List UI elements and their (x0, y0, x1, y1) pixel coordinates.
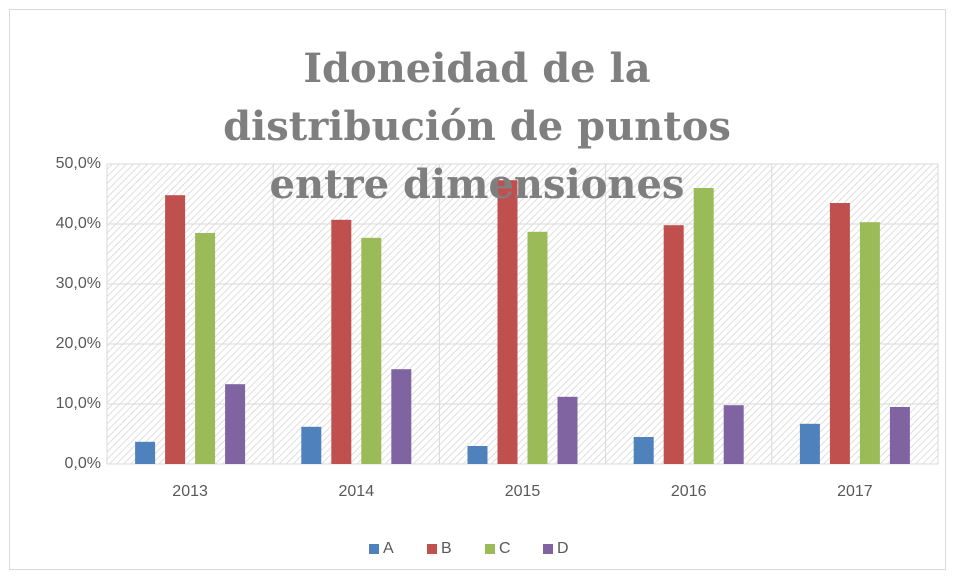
bar (331, 219, 352, 464)
y-tick-label: 30,0% (56, 275, 101, 292)
legend-label: D (557, 540, 569, 557)
bar (391, 369, 412, 464)
bar (663, 225, 684, 464)
legend-label: C (499, 540, 511, 557)
bar (527, 231, 548, 464)
legend-swatch (427, 544, 437, 554)
legend-label: A (383, 540, 394, 557)
bar (301, 426, 322, 464)
bar (195, 233, 216, 464)
bar (497, 180, 518, 464)
bar (693, 188, 714, 464)
x-tick-label: 2013 (172, 483, 208, 500)
legend-label: B (441, 540, 452, 557)
legend-swatch (369, 544, 379, 554)
y-tick-label: 10,0% (56, 395, 101, 412)
x-tick-label: 2017 (837, 483, 873, 500)
y-tick-label: 0,0% (65, 455, 101, 472)
chart-title: Idoneidad de la distribución de puntos e… (223, 45, 731, 208)
bar (361, 237, 382, 464)
bar (633, 437, 654, 464)
bar (225, 384, 246, 464)
legend-swatch (543, 544, 553, 554)
bar (723, 405, 744, 464)
plot-area (107, 164, 938, 464)
y-tick-label: 20,0% (56, 335, 101, 352)
x-tick-label: 2015 (505, 483, 541, 500)
bar (135, 441, 156, 464)
bar (557, 396, 578, 464)
bar (467, 446, 488, 464)
bar (829, 203, 850, 464)
x-tick-label: 2014 (339, 483, 375, 500)
x-tick-label: 2016 (671, 483, 707, 500)
bar (799, 423, 820, 464)
y-tick-label: 50,0% (56, 155, 101, 172)
y-tick-label: 40,0% (56, 215, 101, 232)
bar (889, 407, 910, 464)
bar (859, 222, 880, 464)
legend-swatch (485, 544, 495, 554)
bar (165, 195, 186, 464)
